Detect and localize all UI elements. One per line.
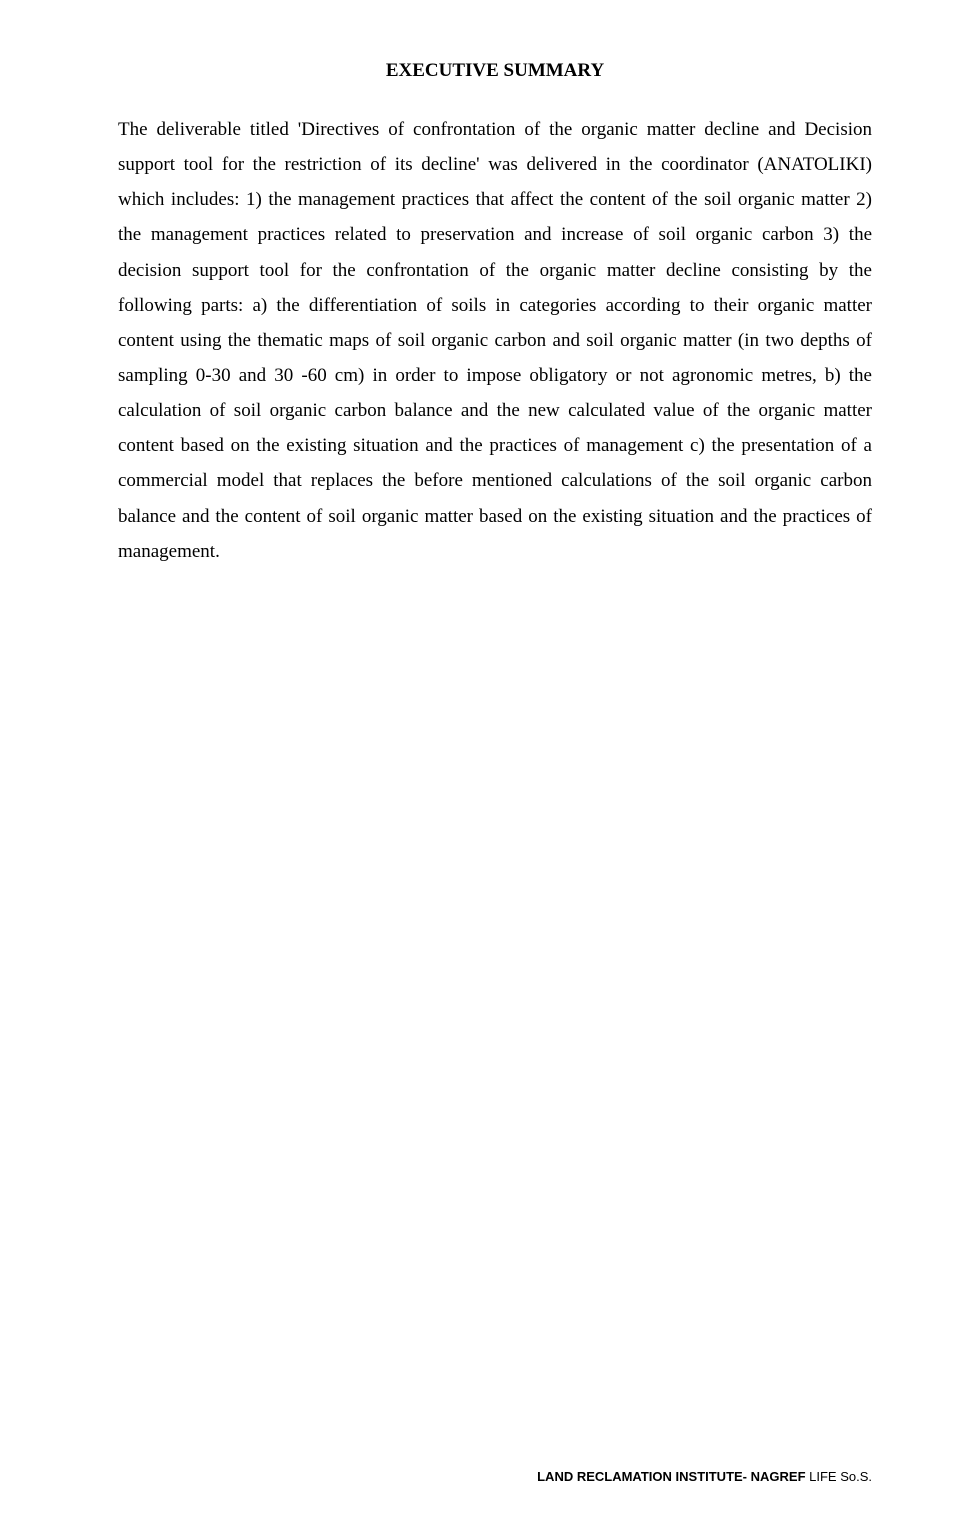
footer-project: LIFE So.S. [806,1469,872,1484]
document-title: EXECUTIVE SUMMARY [118,60,872,82]
page-footer: LAND RECLAMATION INSTITUTE- NAGREF LIFE … [537,1469,872,1484]
footer-institute: LAND RECLAMATION INSTITUTE- NAGREF [537,1469,805,1484]
document-body: The deliverable titled 'Directives of co… [118,112,872,569]
